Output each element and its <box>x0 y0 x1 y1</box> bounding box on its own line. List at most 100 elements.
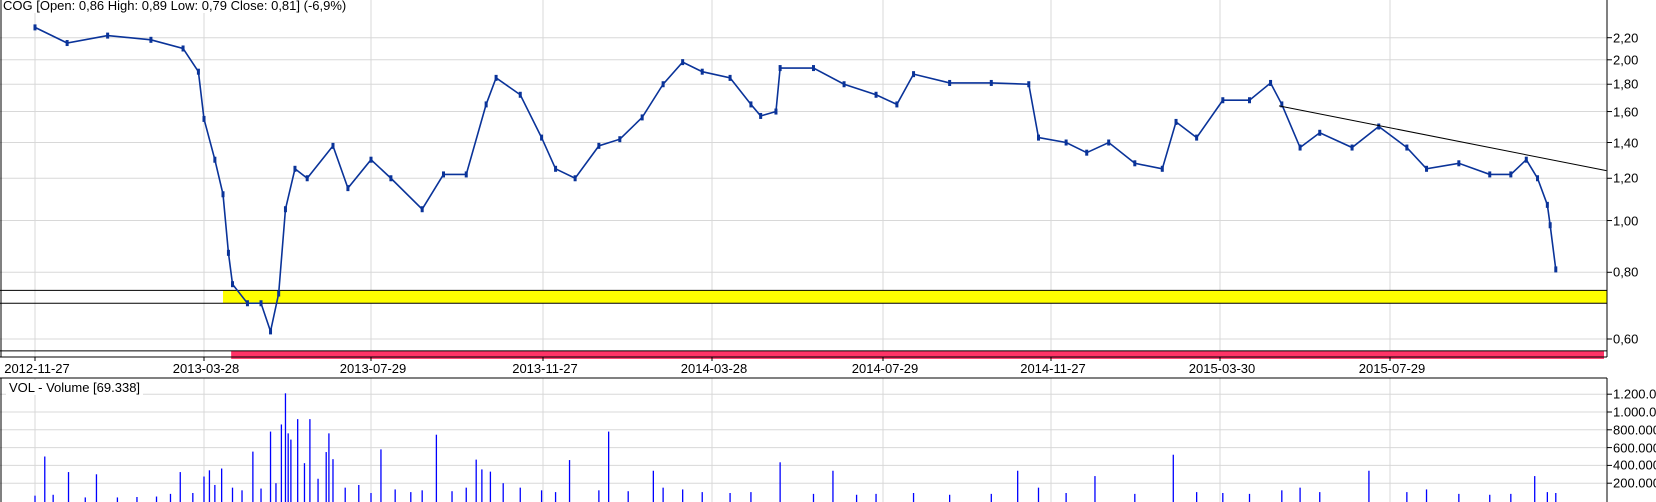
price-point <box>65 40 69 47</box>
price-point <box>1269 79 1273 86</box>
price-chart-title: COG [Open: 0,86 High: 0,89 Low: 0,79 Clo… <box>3 0 350 13</box>
volume-tick-label: 200.000 <box>1613 475 1656 491</box>
price-point <box>331 142 335 149</box>
price-point <box>441 171 445 178</box>
price-point <box>494 74 498 81</box>
price-point <box>811 65 815 72</box>
price-point <box>640 114 644 121</box>
volume-chart-title: VOL - Volume [69.338] <box>6 380 144 395</box>
volume-tick-label: 1.000.000 <box>1613 404 1656 420</box>
price-point <box>1545 201 1549 208</box>
price-point <box>1064 139 1068 146</box>
volume-tick-label: 800.000 <box>1613 422 1656 438</box>
date-tick-label: 2012-11-27 <box>4 361 70 376</box>
date-tick-label: 2014-03-28 <box>680 361 748 376</box>
price-point <box>1133 160 1137 167</box>
price-point <box>597 142 601 149</box>
price-point <box>33 24 37 31</box>
price-point <box>1318 129 1322 136</box>
volume-tick-label: 400.000 <box>1613 457 1656 473</box>
price-point <box>759 112 763 119</box>
date-tick-label: 2015-03-30 <box>1188 361 1256 376</box>
date-tick-label: 2014-07-29 <box>851 361 919 376</box>
price-point <box>895 101 899 108</box>
price-point <box>874 91 878 98</box>
price-point <box>277 290 281 297</box>
price-point <box>1524 156 1528 163</box>
price-point <box>1195 134 1199 141</box>
price-point <box>1107 139 1111 146</box>
price-point <box>1174 118 1178 125</box>
price-point <box>259 300 263 307</box>
price-point <box>196 68 200 75</box>
support-zone <box>223 290 1607 304</box>
price-point <box>1509 171 1513 178</box>
price-point <box>484 101 488 108</box>
price-point <box>774 108 778 115</box>
price-tick-label: 1,20 <box>1613 170 1639 186</box>
price-point <box>1425 165 1429 172</box>
price-point <box>540 134 544 141</box>
price-point <box>1488 171 1492 178</box>
price-tick-label: 1,60 <box>1613 104 1639 120</box>
price-point <box>681 59 685 66</box>
low-zone <box>231 350 1605 359</box>
price-point <box>749 101 753 108</box>
price-series-line <box>34 26 1557 335</box>
price-point <box>989 79 993 86</box>
price-point <box>369 156 373 163</box>
price-point <box>518 91 522 98</box>
price-point <box>106 32 110 39</box>
price-point <box>1350 144 1354 151</box>
date-tick-label: 2013-11-27 <box>512 361 578 376</box>
price-point <box>1248 97 1252 104</box>
price-point <box>1037 134 1041 141</box>
price-point <box>149 36 153 43</box>
price-point <box>1280 101 1284 108</box>
volume-tick-label: 1.200.000 <box>1613 386 1656 402</box>
price-tick-label: 2,20 <box>1613 30 1639 46</box>
price-point <box>245 300 249 307</box>
price-point <box>700 68 704 75</box>
price-point <box>1554 266 1558 273</box>
price-tick-label: 2,00 <box>1613 52 1639 68</box>
price-point <box>283 206 287 213</box>
price-point <box>1405 144 1409 151</box>
price-point <box>1160 165 1164 172</box>
price-point <box>573 175 577 182</box>
price-tick-label: 1,80 <box>1613 76 1639 92</box>
price-point <box>226 249 230 256</box>
price-point <box>842 81 846 88</box>
date-tick-label: 2013-03-28 <box>172 361 240 376</box>
price-point <box>221 191 225 198</box>
price-point <box>1085 149 1089 156</box>
price-tick-label: 1,00 <box>1613 213 1639 229</box>
price-point <box>661 81 665 88</box>
date-tick-label: 2015-07-29 <box>1358 361 1426 376</box>
price-point <box>1221 97 1225 104</box>
price-tick-label: 0,80 <box>1613 264 1639 280</box>
date-tick-label: 2014-11-27 <box>1020 361 1086 376</box>
price-point <box>269 328 273 335</box>
price-point <box>464 171 468 178</box>
price-point <box>346 185 350 192</box>
price-point <box>1548 222 1552 229</box>
price-point <box>213 156 217 163</box>
price-point <box>293 165 297 172</box>
price-point <box>1027 81 1031 88</box>
price-point <box>1298 144 1302 151</box>
price-point <box>1536 175 1540 182</box>
price-tick-label: 1,40 <box>1613 135 1639 150</box>
price-point <box>305 175 309 182</box>
volume-tick-label: 600.000 <box>1613 440 1656 456</box>
price-point <box>389 175 393 182</box>
price-point <box>778 65 782 72</box>
price-point <box>181 45 185 52</box>
trendline <box>1278 105 1607 172</box>
price-tick-label: 0,60 <box>1613 331 1639 347</box>
date-tick-label: 2013-07-29 <box>339 361 407 376</box>
price-point <box>420 206 424 213</box>
price-point <box>554 165 558 172</box>
price-point <box>1377 123 1381 130</box>
